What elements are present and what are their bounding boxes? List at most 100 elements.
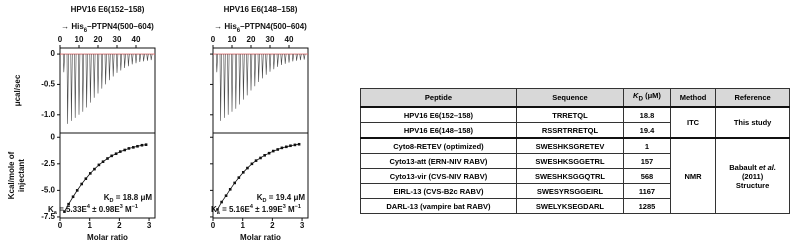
header-cell: Peptide	[360, 88, 517, 108]
data-point	[250, 162, 254, 166]
text-part: K	[104, 193, 110, 202]
panel-title: → His6–PTPN4(500–604)	[214, 22, 307, 33]
table-cell: 1167	[623, 183, 671, 199]
text-part: M	[286, 205, 295, 214]
injection-peak	[93, 54, 96, 98]
data-point	[285, 145, 288, 149]
panel-title: HPV16 E6(152–158)	[71, 5, 145, 14]
injection-peak	[97, 54, 100, 94]
injection-peak	[74, 54, 77, 118]
text-part: a	[217, 210, 221, 216]
data-point	[84, 177, 88, 180]
data-point	[216, 208, 219, 211]
itc-panels: HPV16 E6(152–158)→ His6–PTPN4(500–604)0 1…	[7, 5, 309, 242]
injection-peak	[257, 54, 260, 83]
table-cell: 19.4	[623, 122, 671, 139]
injection-peak	[135, 54, 138, 64]
y-tick-label: -2.5	[41, 159, 55, 168]
injection-peak	[89, 54, 92, 103]
text-part: K	[48, 205, 54, 214]
text-part: 6	[84, 28, 88, 34]
injection-peak	[108, 54, 111, 81]
text-part: (2011)	[741, 171, 764, 181]
data-point	[88, 172, 92, 175]
injection-peak	[78, 54, 81, 115]
injection-peak	[284, 54, 287, 64]
data-point	[127, 147, 131, 150]
table-cell: 18.8	[623, 106, 671, 123]
data-point	[241, 171, 245, 174]
reference-cell: This study	[715, 106, 790, 139]
x-tick-label: 3	[300, 221, 305, 230]
data-point	[114, 152, 118, 156]
text-part: 6	[237, 28, 241, 34]
text-part: (μM)	[642, 91, 661, 101]
injection-peak	[112, 54, 115, 77]
x-tick-label: 0	[58, 221, 63, 230]
text-part: K	[257, 193, 263, 202]
injection-peak	[299, 54, 302, 61]
text-part: a	[54, 210, 58, 216]
text-part: 4	[87, 204, 91, 210]
data-point	[271, 149, 275, 153]
injection-peak	[62, 54, 65, 73]
data-point	[97, 163, 101, 167]
data-point	[224, 194, 228, 197]
x-tick-label: 10	[228, 35, 237, 44]
x-tick-label: 40	[285, 35, 294, 44]
injection-peak	[66, 54, 69, 124]
x-tick-label: 3	[147, 221, 152, 230]
data-point	[267, 151, 271, 155]
table-cell: 568	[623, 168, 671, 184]
injection-peak	[295, 54, 298, 61]
text-part: = 18.8 μM	[114, 193, 153, 202]
text-part: –PTPN4(500–604)	[240, 22, 307, 31]
header-cell: Reference	[715, 88, 790, 108]
injection-peak	[231, 54, 234, 112]
table-cell: SWESYRSGGEIRL	[515, 183, 625, 199]
data-point	[246, 166, 249, 170]
injection-peak	[81, 54, 84, 112]
annotation: KD = 19.4 μM	[257, 193, 306, 204]
data-point	[93, 167, 96, 171]
text-part: → His	[214, 22, 237, 31]
x-tick-label: 40	[132, 35, 141, 44]
injection-peak	[138, 54, 141, 62]
x-tick-label: 0	[211, 35, 216, 44]
plot-frame	[212, 47, 309, 134]
table-cell: Cyto13-att (ERN-NIV RABV)	[360, 153, 517, 169]
table-row: EIRL-13 (CVS-B2c RABV) SWESYRSGGEIRL 1167	[360, 183, 790, 199]
table-cell: 1285	[623, 198, 671, 214]
x-tick-label: 1	[240, 221, 245, 230]
injection-peak	[215, 54, 218, 73]
data-point	[110, 154, 113, 158]
header-cell: Sequence	[515, 88, 625, 108]
text-part: = 19.4 μM	[267, 193, 306, 202]
x-tick-label: 2	[270, 221, 275, 230]
header-row: Peptide Sequence KD (μM) Method Reference	[360, 88, 790, 108]
injection-peak	[250, 54, 253, 91]
text-part: This study	[733, 118, 772, 127]
injection-peak	[261, 54, 264, 79]
data-point	[228, 188, 232, 191]
injection-peak	[288, 54, 291, 63]
injection-peak	[142, 54, 145, 62]
injection-peak	[253, 54, 256, 87]
text-part: K	[633, 91, 639, 101]
text-part: = 5.33E	[57, 205, 88, 214]
x-tick-label: 0	[211, 221, 216, 230]
table-cell: 157	[623, 153, 671, 169]
data-point	[106, 157, 109, 160]
y-axis-label: Kcal/mole of	[7, 151, 16, 199]
data-point	[259, 156, 262, 160]
x-tick-label: 10	[75, 35, 84, 44]
plot-frame	[212, 132, 309, 219]
y-tick-label: 0	[51, 132, 56, 141]
injection-peak	[227, 54, 230, 115]
annotation: Ka = 5.33E4 ± 0.98E3 M−1	[48, 204, 138, 216]
data-point	[144, 143, 148, 146]
text-part: Babault	[729, 162, 759, 172]
x-tick-label: 0	[58, 35, 63, 44]
data-point	[132, 146, 135, 149]
data-point	[67, 202, 70, 206]
